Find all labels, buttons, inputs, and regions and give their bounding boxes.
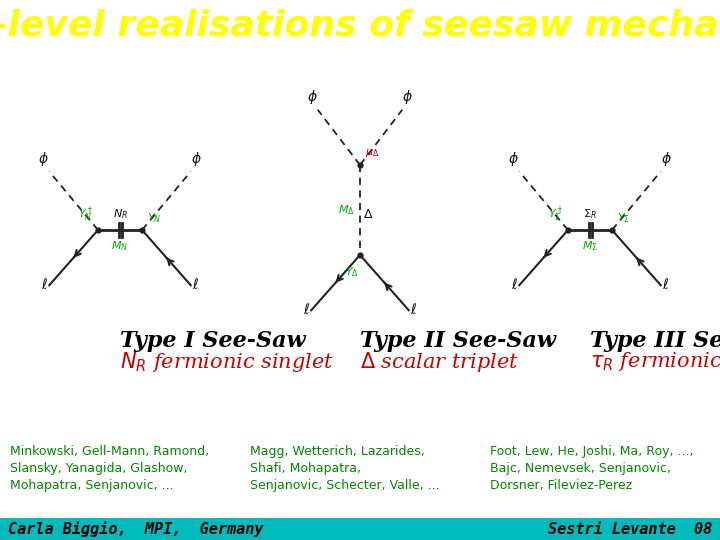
Text: $Y_N$: $Y_N$ — [147, 211, 161, 225]
Text: $M_\Sigma$: $M_\Sigma$ — [582, 239, 598, 253]
Text: Magg, Wetterich, Lazarides,
Shafi, Mohapatra,
Senjanovic, Schecter, Valle, ...: Magg, Wetterich, Lazarides, Shafi, Mohap… — [250, 445, 440, 492]
Text: $\ell$: $\ell$ — [510, 277, 518, 292]
Text: Carla Biggio,  MPI,  Germany: Carla Biggio, MPI, Germany — [8, 521, 264, 537]
Text: $N_R$: $N_R$ — [112, 207, 127, 221]
Text: $\phi$: $\phi$ — [38, 150, 49, 167]
Text: $M_\Delta$: $M_\Delta$ — [338, 203, 355, 217]
Text: $\phi$: $\phi$ — [402, 87, 413, 106]
Text: $Y_\Sigma$: $Y_\Sigma$ — [617, 211, 630, 225]
Text: $\ell$: $\ell$ — [662, 277, 670, 292]
Text: $\ell$: $\ell$ — [41, 277, 48, 292]
Text: $\ell$: $\ell$ — [302, 302, 310, 317]
Text: Minkowski, Gell-Mann, Ramond,
Slansky, Yanagida, Glashow,
Mohapatra, Senjanovic,: Minkowski, Gell-Mann, Ramond, Slansky, Y… — [10, 445, 209, 492]
Text: $M_N$: $M_N$ — [112, 239, 129, 253]
Text: Sestri Levante  08: Sestri Levante 08 — [548, 522, 712, 537]
Text: $\phi$: $\phi$ — [192, 150, 202, 167]
Text: $\phi$: $\phi$ — [508, 150, 518, 167]
Text: $\phi$: $\phi$ — [662, 150, 672, 167]
Text: $\ell$: $\ell$ — [192, 277, 199, 292]
Text: $\Sigma_R$: $\Sigma_R$ — [583, 207, 597, 221]
Text: $Y_\Delta$: $Y_\Delta$ — [345, 265, 359, 279]
Text: Foot, Lew, He, Joshi, Ma, Roy, ...,
Bajc, Nemevsek, Senjanovic,
Dorsner, Filevie: Foot, Lew, He, Joshi, Ma, Roy, ..., Bajc… — [490, 445, 693, 492]
Text: Type III See-Saw: Type III See-Saw — [590, 330, 720, 352]
Text: Type I See-Saw: Type I See-Saw — [120, 330, 305, 352]
Text: $\mu_\Delta$: $\mu_\Delta$ — [365, 147, 379, 159]
Text: Tree-level realisations of seesaw mechanism: Tree-level realisations of seesaw mechan… — [0, 8, 720, 42]
Text: $\ell$: $\ell$ — [410, 302, 418, 317]
Text: $\tau_R$ fermionic triplet: $\tau_R$ fermionic triplet — [590, 350, 720, 373]
Text: $Y_\Sigma^\dagger$: $Y_\Sigma^\dagger$ — [548, 205, 563, 225]
Text: $\Delta$ scalar triplet: $\Delta$ scalar triplet — [360, 350, 519, 374]
Text: Type II See-Saw: Type II See-Saw — [360, 330, 556, 352]
Text: $N_R$ fermionic singlet: $N_R$ fermionic singlet — [120, 350, 334, 374]
Text: $\phi$: $\phi$ — [307, 87, 318, 106]
Text: $Y_N^\dagger$: $Y_N^\dagger$ — [78, 205, 93, 225]
Text: $\Delta$: $\Delta$ — [363, 208, 374, 221]
FancyBboxPatch shape — [0, 518, 720, 540]
